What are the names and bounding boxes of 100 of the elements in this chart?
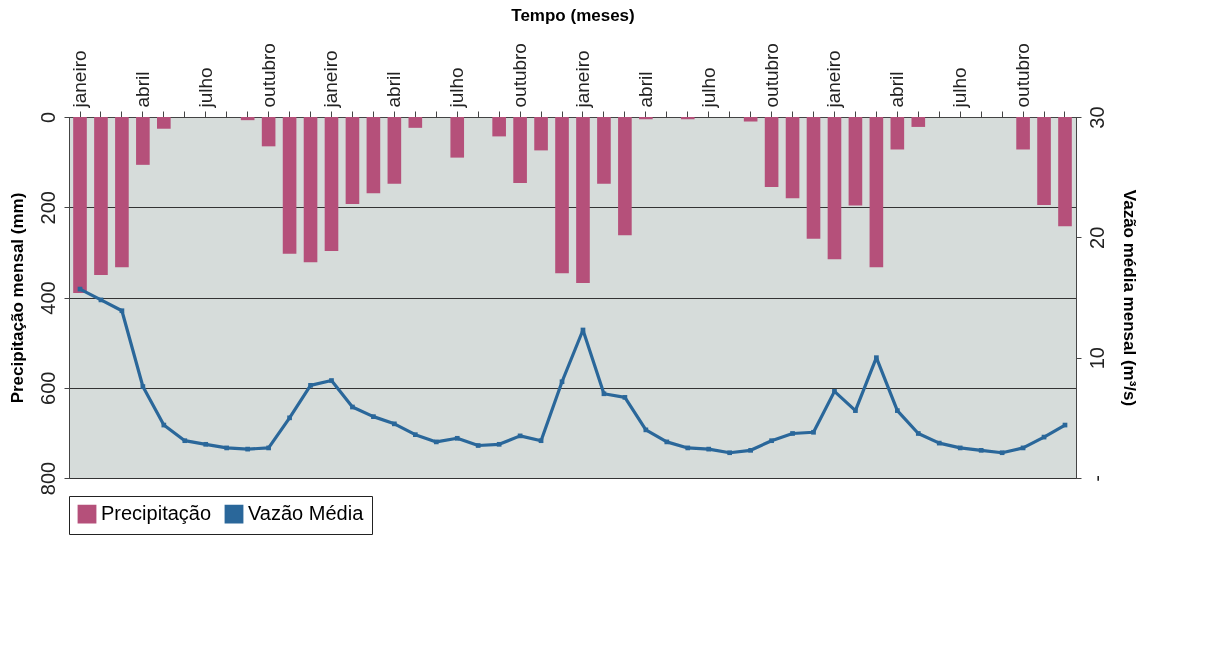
point [266,445,271,451]
point [496,441,502,447]
point [811,429,816,435]
bar [366,117,381,194]
bar [743,117,758,122]
legend-label: Precipitação [101,502,212,525]
bar [282,117,297,254]
x-tick-label: outubro [760,43,782,108]
point [748,447,753,453]
bar [827,117,842,260]
bar [450,117,465,158]
point [978,447,984,453]
y-axis-title: Precipitação mensal (mm) [7,192,27,404]
bar [890,117,905,150]
y2-axis-title: Vazão média mensal (m³/s) [1119,189,1139,407]
point [371,414,376,419]
bar [73,117,87,293]
x-tick-label: janeiro [823,50,845,109]
bar [94,117,108,275]
point [224,445,230,451]
point [119,308,125,314]
bar [303,117,318,263]
bar [1058,117,1072,227]
point [287,415,292,421]
y-tick-label: 200 [36,191,59,225]
bar [785,117,800,199]
point [245,446,251,452]
point [350,404,355,410]
point [685,445,691,451]
point [601,391,607,397]
point [874,355,879,361]
point [140,384,146,389]
x-tick-label: abril [131,71,153,108]
x-tick-label: julho [697,67,719,109]
point [853,408,858,413]
bar [136,117,150,165]
x-tick-label: abril [634,71,656,108]
bar [387,117,402,184]
bar [534,117,548,151]
point [161,422,167,428]
x-axis-title: Tempo (meses) [511,6,635,26]
x-tick-label: outubro [257,43,279,108]
point [412,432,418,438]
bar [869,117,884,268]
y2-tick-label: - [1085,475,1108,482]
bar [618,117,632,236]
point [832,389,837,394]
point [454,435,460,441]
bar [1037,117,1051,205]
x-tick-label: abril [383,71,405,108]
x-tick-label: outubro [509,43,531,108]
x-tick-label: janeiro [69,50,90,109]
point [329,378,334,383]
bar [848,117,863,206]
point [936,440,942,446]
point [203,441,209,447]
y2-tick-label: 30 [1085,106,1108,129]
point [308,383,313,388]
x-tick-label: julho [446,67,468,109]
point [433,439,439,445]
bar [555,117,569,274]
bar [806,117,821,239]
bar [513,117,527,183]
bar [492,117,506,137]
x-tick-label: janeiro [320,50,342,109]
bar [597,117,611,184]
point [706,446,712,452]
bar [911,117,926,127]
y-tick-label: 600 [36,371,59,405]
point [664,439,670,445]
bar [115,117,129,268]
y2-tick-label: 20 [1085,226,1108,249]
y2-tick-label: 10 [1085,347,1108,370]
x-tick-label: julho [194,67,216,109]
point [622,395,628,400]
bar [639,117,653,120]
y-tick-label: 400 [36,281,59,315]
point [727,450,733,456]
bar [345,117,360,205]
x-tick-label: outubro [1012,43,1034,108]
point [559,379,565,385]
point [999,450,1005,456]
point [475,443,481,448]
point [790,431,795,436]
x-tick-label: julho [949,67,971,109]
point [769,438,774,444]
bar [324,117,339,252]
bar [157,117,171,129]
point [957,445,963,451]
y-tick-label: 0 [36,111,59,124]
bar [1016,117,1030,150]
bar [261,117,276,147]
bar [680,117,695,120]
bar [408,117,423,128]
x-tick-label: janeiro [571,50,593,109]
bar [764,117,779,187]
y-tick-label: 800 [36,461,59,496]
legend-label: Vazão Média [248,502,365,525]
point [538,438,544,444]
bar [576,117,590,284]
